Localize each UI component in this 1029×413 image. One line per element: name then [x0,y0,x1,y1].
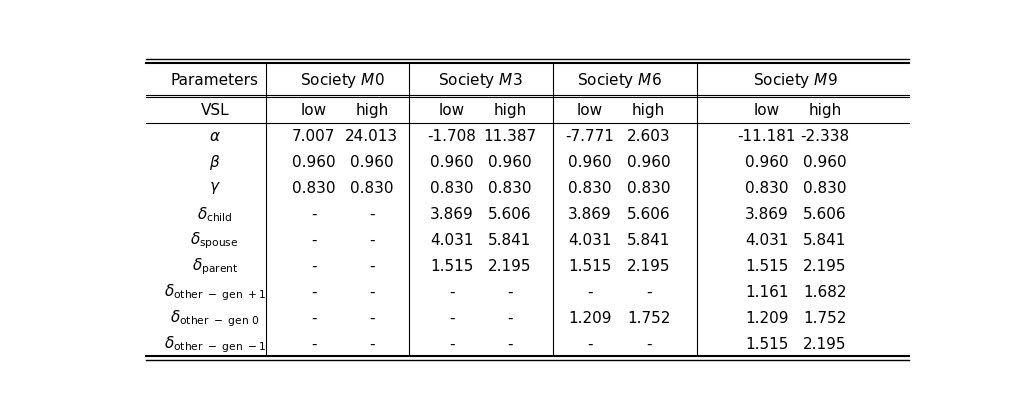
Text: 0.830: 0.830 [292,180,335,195]
Text: $\delta_{\mathrm{other\ -\ gen\ +1}}$: $\delta_{\mathrm{other\ -\ gen\ +1}}$ [164,281,265,302]
Text: $\delta_{\mathrm{other\ -\ gen\ 0}}$: $\delta_{\mathrm{other\ -\ gen\ 0}}$ [170,307,259,328]
Text: 0.830: 0.830 [488,180,532,195]
Text: Society $\mathit{M}$3: Society $\mathit{M}$3 [438,71,523,90]
Text: 0.960: 0.960 [627,154,670,170]
Text: 2.195: 2.195 [803,336,847,351]
Text: 1.752: 1.752 [803,310,847,325]
Text: -: - [311,233,316,247]
Text: high: high [355,103,389,118]
Text: 4.031: 4.031 [430,233,473,247]
Text: low: low [300,103,326,118]
Text: $\alpha$: $\alpha$ [209,129,220,144]
Text: high: high [808,103,842,118]
Text: -: - [646,284,651,299]
Text: 0.960: 0.960 [568,154,611,170]
Text: -: - [311,284,316,299]
Text: $\delta_{\mathrm{child}}$: $\delta_{\mathrm{child}}$ [197,204,233,223]
Text: -: - [369,233,375,247]
Text: -: - [369,206,375,221]
Text: 1.515: 1.515 [745,336,788,351]
Text: $\gamma$: $\gamma$ [209,180,220,196]
Text: 3.869: 3.869 [430,206,473,221]
Text: 0.830: 0.830 [627,180,670,195]
Text: -11.181: -11.181 [738,129,795,144]
Text: 4.031: 4.031 [745,233,788,247]
Text: high: high [493,103,527,118]
Text: 2.195: 2.195 [488,258,532,273]
Text: 1.209: 1.209 [745,310,788,325]
Text: -: - [311,336,316,351]
Text: 1.682: 1.682 [803,284,847,299]
Text: 1.209: 1.209 [568,310,611,325]
Text: 5.841: 5.841 [488,233,532,247]
Text: -: - [311,258,316,273]
Text: Society $\mathit{M}$0: Society $\mathit{M}$0 [300,71,385,90]
Text: 4.031: 4.031 [568,233,611,247]
Text: -: - [507,336,512,351]
Text: Society $\mathit{M}$6: Society $\mathit{M}$6 [576,71,662,90]
Text: 1.752: 1.752 [627,310,670,325]
Text: -: - [369,284,375,299]
Text: 5.841: 5.841 [803,233,847,247]
Text: VSL: VSL [201,103,229,118]
Text: 1.515: 1.515 [568,258,611,273]
Text: low: low [753,103,780,118]
Text: 7.007: 7.007 [292,129,335,144]
Text: 0.830: 0.830 [745,180,788,195]
Text: -1.708: -1.708 [427,129,476,144]
Text: -: - [311,206,316,221]
Text: $\delta_{\mathrm{parent}}$: $\delta_{\mathrm{parent}}$ [191,256,238,276]
Text: 0.960: 0.960 [488,154,532,170]
Text: -: - [646,336,651,351]
Text: 24.013: 24.013 [346,129,398,144]
Text: -: - [449,336,455,351]
Text: $\beta$: $\beta$ [209,153,220,172]
Text: 0.960: 0.960 [803,154,847,170]
Text: 0.830: 0.830 [430,180,473,195]
Text: -: - [449,284,455,299]
Text: -: - [369,310,375,325]
Text: 3.869: 3.869 [745,206,788,221]
Text: 2.603: 2.603 [627,129,670,144]
Text: 11.387: 11.387 [484,129,536,144]
Text: -: - [507,284,512,299]
Text: 0.960: 0.960 [430,154,473,170]
Text: 1.161: 1.161 [745,284,788,299]
Text: -: - [507,310,512,325]
Text: -: - [369,258,375,273]
Text: 5.606: 5.606 [803,206,847,221]
Text: 0.960: 0.960 [745,154,788,170]
Text: 1.515: 1.515 [430,258,473,273]
Text: 2.195: 2.195 [627,258,670,273]
Text: 2.195: 2.195 [803,258,847,273]
Text: 3.869: 3.869 [568,206,611,221]
Text: 0.830: 0.830 [803,180,847,195]
Text: 5.606: 5.606 [627,206,670,221]
Text: $\delta_{\mathrm{spouse}}$: $\delta_{\mathrm{spouse}}$ [190,230,239,250]
Text: 5.841: 5.841 [627,233,670,247]
Text: 5.606: 5.606 [488,206,532,221]
Text: -7.771: -7.771 [565,129,614,144]
Text: $\delta_{\mathrm{other\ -\ gen\ -1}}$: $\delta_{\mathrm{other\ -\ gen\ -1}}$ [164,333,265,354]
Text: 0.960: 0.960 [350,154,394,170]
Text: -: - [311,310,316,325]
Text: -2.338: -2.338 [801,129,849,144]
Text: Society $\mathit{M}$9: Society $\mathit{M}$9 [753,71,838,90]
Text: -: - [369,336,375,351]
Text: low: low [576,103,603,118]
Text: -: - [587,284,593,299]
Text: Parameters: Parameters [171,73,258,88]
Text: 1.515: 1.515 [745,258,788,273]
Text: -: - [587,336,593,351]
Text: -: - [449,310,455,325]
Text: 0.960: 0.960 [292,154,335,170]
Text: 0.830: 0.830 [568,180,611,195]
Text: 0.830: 0.830 [350,180,394,195]
Text: low: low [438,103,465,118]
Text: high: high [632,103,665,118]
